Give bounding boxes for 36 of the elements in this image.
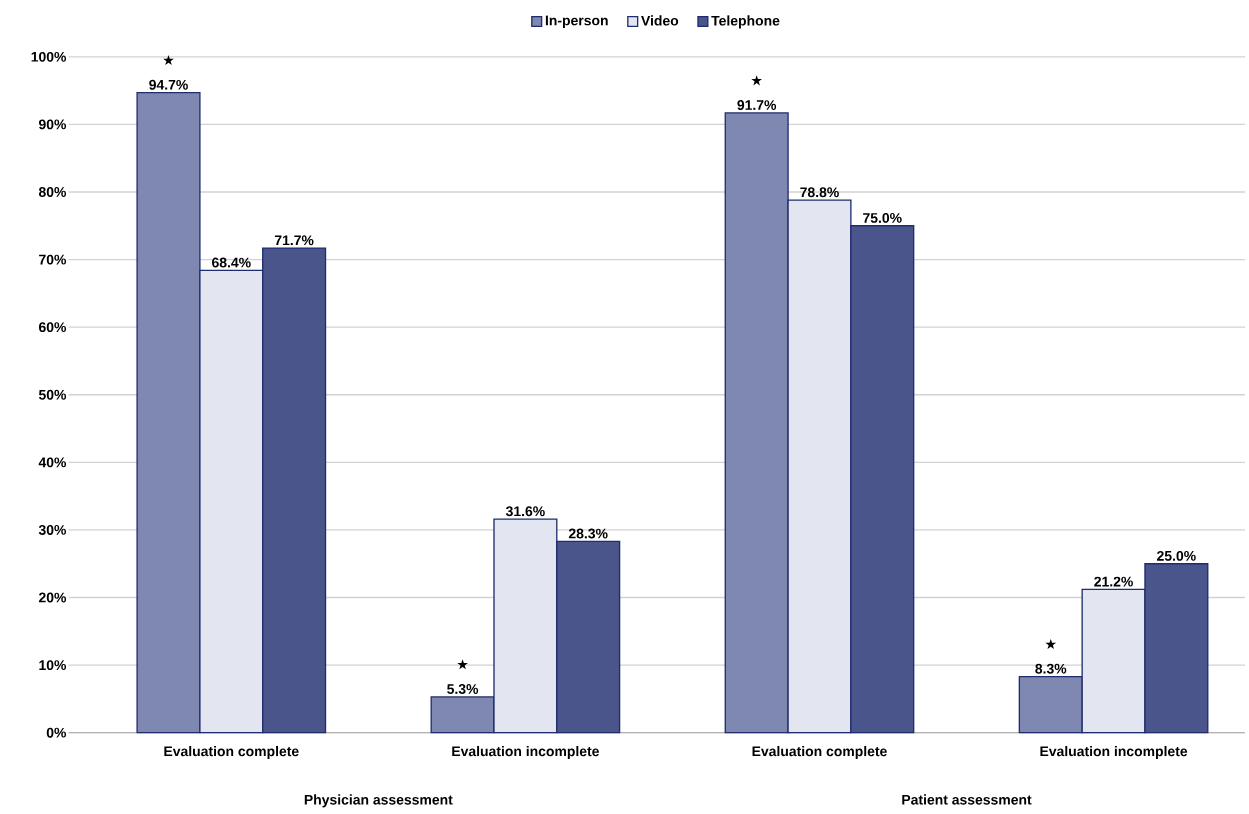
y-tick-label: 40% (38, 457, 67, 468)
y-tick-label: 20% (38, 592, 67, 603)
data-label: 78.8% (800, 187, 839, 197)
text: Patient assessment (902, 794, 1032, 805)
annotation: ★ (163, 54, 174, 65)
y-tick-label: 80% (38, 186, 67, 197)
legend-label: In-person (545, 15, 608, 28)
legend-label: Telephone (711, 15, 780, 29)
data-label: 8.3% (1035, 663, 1067, 674)
data-label: 68.4% (212, 257, 251, 268)
y-tick-label: 0% (46, 727, 67, 738)
x-tick-label: Evaluation incomplete (452, 745, 599, 759)
y-tick-label: 100% (31, 51, 67, 62)
data-label: 31.6% (505, 506, 545, 516)
y-tick-label: 90% (38, 119, 67, 130)
y-tick-label: 30% (38, 524, 67, 535)
data-label: 94.7% (149, 79, 188, 90)
y-tick-label: 60% (38, 322, 67, 332)
data-label: 25.0% (1157, 550, 1196, 561)
x-tick-label: Evaluation complete (164, 745, 299, 759)
y-tick-label: 10% (39, 659, 67, 670)
y-tick-label: 50% (38, 389, 67, 400)
data-label: 75.0% (863, 212, 902, 223)
y-tick-label: 70% (39, 254, 67, 265)
annotation: ★ (457, 659, 468, 670)
data-label: 71.7% (274, 235, 314, 245)
x-tick-label: Evaluation complete (752, 745, 887, 759)
annotation: ★ (751, 75, 763, 86)
text: Physician assessment (304, 794, 453, 808)
legend-label: Video (641, 15, 679, 26)
data-label: 91.7% (737, 99, 777, 110)
data-label: 28.3% (568, 528, 608, 539)
annotation: ★ (1045, 638, 1057, 649)
x-tick-label: Evaluation incomplete (1040, 745, 1188, 759)
data-label: 21.2% (1094, 576, 1133, 587)
data-label: 5.3% (447, 683, 479, 694)
